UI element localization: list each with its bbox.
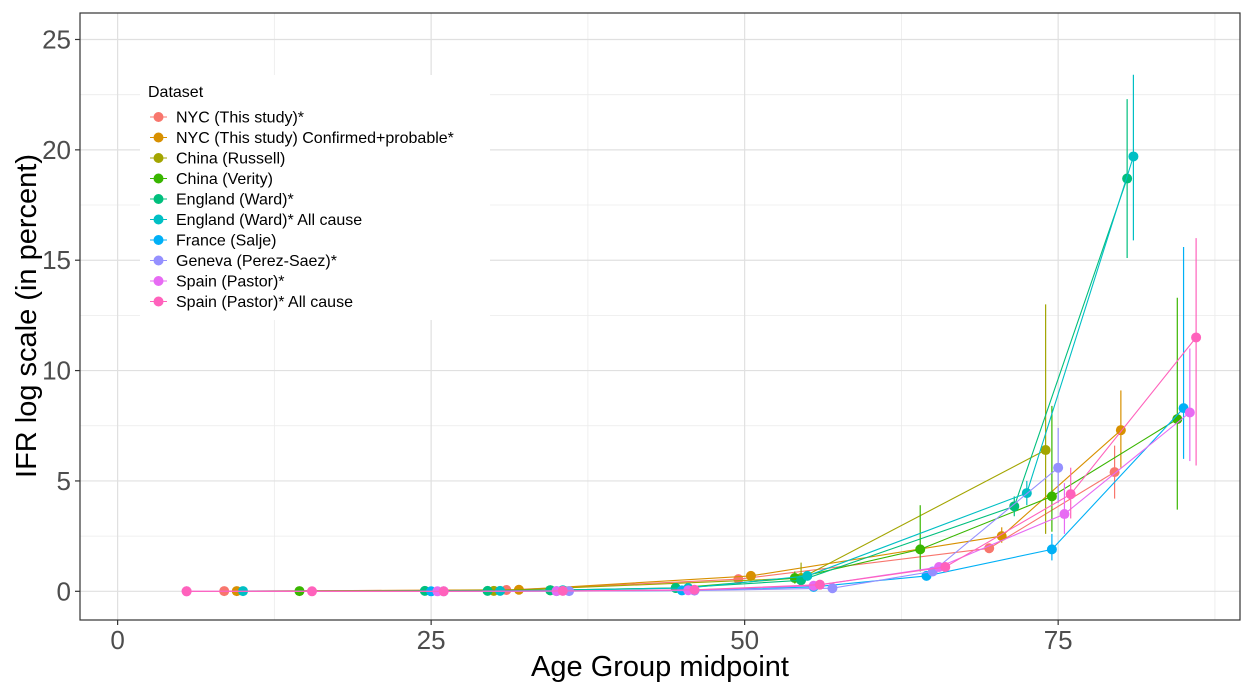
data-point — [827, 583, 838, 594]
y-tick-label: 5 — [57, 466, 71, 496]
panel-border — [79, 12, 1241, 621]
legend-item: England (Ward)* All cause — [150, 212, 362, 229]
legend-key-point — [153, 214, 164, 225]
y-axis: 0 5 10 15 20 25 — [42, 24, 80, 606]
data-point — [996, 531, 1007, 542]
data-point — [689, 584, 700, 595]
data-point — [1040, 445, 1051, 456]
legend-item: France (Salje) — [150, 233, 276, 250]
legend-key-point — [153, 194, 164, 204]
legend-items: NYC (This study)* NYC (This study) Confir… — [150, 110, 454, 311]
legend-label: Spain (Pastor)* All cause — [176, 294, 353, 311]
data-point — [1109, 467, 1120, 478]
data-point — [1128, 151, 1139, 162]
legend-item: NYC (This study) Confirmed+probable* — [150, 130, 454, 147]
legend-key-point — [153, 276, 164, 286]
y-tick-label: 25 — [42, 24, 71, 54]
legend-item: England (Ward)* — [150, 192, 294, 209]
legend-label: England (Ward)* All cause — [176, 212, 362, 229]
data-point — [438, 586, 449, 597]
legend-key-point — [153, 173, 164, 184]
data-point — [984, 543, 995, 554]
legend-item: Spain (Pastor)* All cause — [150, 294, 353, 311]
x-tick-label: 25 — [417, 625, 446, 655]
data-point — [1009, 501, 1020, 512]
legend-label: Geneva (Perez-Saez)* — [176, 253, 337, 270]
legend-item: NYC (This study)* — [150, 110, 304, 127]
legend-key-point — [153, 153, 164, 163]
legend-label: France (Salje) — [176, 233, 276, 250]
legend-item: China (Verity) — [150, 171, 273, 188]
y-axis-title: IFR log scale (in percent) — [11, 154, 43, 478]
legend-label: NYC (This study) Confirmed+probable* — [176, 130, 454, 147]
legend-key-point — [153, 112, 164, 122]
data-point — [1059, 509, 1070, 520]
y-tick-label: 20 — [42, 135, 71, 165]
data-point — [1184, 407, 1195, 418]
series-layer — [181, 74, 1202, 597]
x-axis: 0 25 50 75 — [110, 620, 1073, 655]
x-tick-label: 50 — [730, 625, 759, 655]
legend-label: Spain (Pastor)* — [176, 274, 285, 291]
data-point — [814, 579, 825, 590]
legend-key-point — [153, 235, 164, 245]
data-point — [1046, 491, 1057, 502]
legend-item: Spain (Pastor)* — [150, 274, 285, 291]
legend-key-point — [153, 132, 164, 143]
series-9 — [181, 238, 1202, 597]
legend-key-point — [153, 296, 164, 307]
data-point — [307, 586, 317, 597]
data-point — [1172, 414, 1183, 425]
data-point — [802, 570, 813, 581]
x-axis-title: Age Group midpoint — [531, 651, 789, 683]
y-tick-label: 10 — [42, 356, 71, 386]
legend-background — [140, 75, 490, 320]
data-point — [181, 586, 192, 597]
y-tick-label: 15 — [42, 245, 71, 275]
legend-label: China (Verity) — [176, 171, 273, 188]
data-point — [1191, 332, 1202, 343]
x-tick-label: 0 — [110, 625, 124, 655]
legend-key-point — [153, 255, 164, 266]
y-tick-label: 0 — [57, 576, 71, 606]
data-point — [1053, 462, 1064, 473]
legend-item: China (Russell) — [150, 151, 285, 168]
legend: Dataset NYC (This study)*NYC (This study… — [140, 75, 490, 320]
x-tick-label: 75 — [1044, 625, 1073, 655]
legend-label: NYC (This study)* — [176, 110, 304, 127]
data-point — [940, 562, 951, 573]
data-point — [915, 544, 926, 555]
data-point — [1065, 489, 1076, 500]
data-point — [1046, 544, 1057, 555]
data-point — [557, 585, 568, 596]
legend-title: Dataset — [148, 84, 204, 101]
legend-item: Geneva (Perez-Saez)* — [150, 253, 337, 270]
legend-label: China (Russell) — [176, 151, 285, 168]
data-point — [745, 570, 756, 581]
data-point — [1122, 173, 1133, 184]
legend-label: England (Ward)* — [176, 192, 294, 209]
